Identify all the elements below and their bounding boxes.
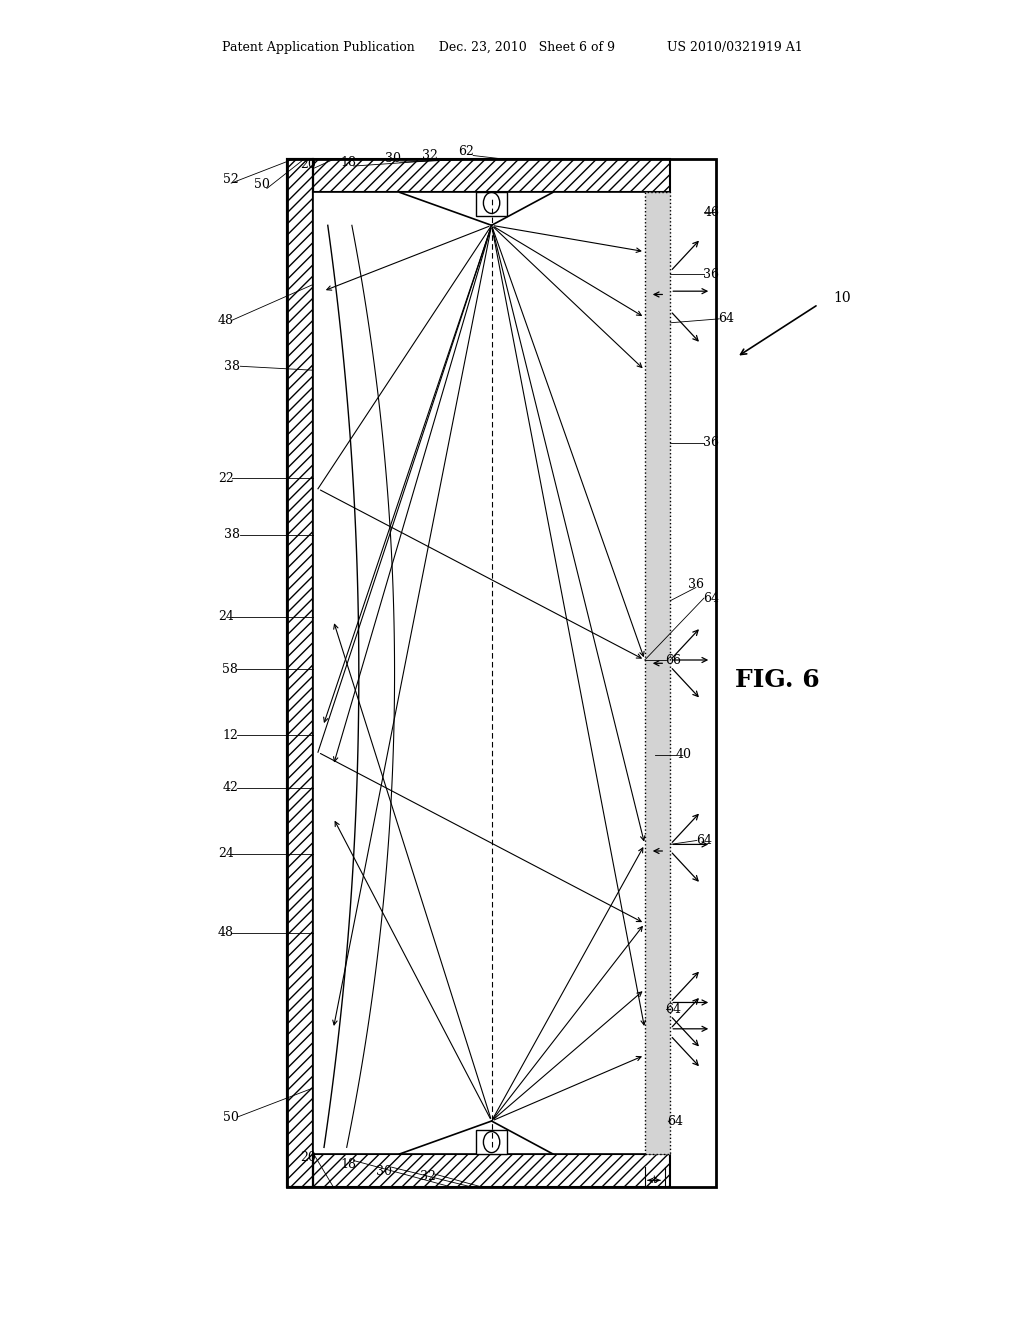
- Text: 38: 38: [224, 528, 241, 541]
- Text: 10: 10: [834, 290, 851, 305]
- Text: 64: 64: [696, 834, 712, 847]
- Text: 20: 20: [300, 1151, 315, 1164]
- Text: 18: 18: [341, 1158, 356, 1171]
- Text: 48: 48: [218, 314, 234, 326]
- Text: 30: 30: [385, 152, 400, 165]
- Text: 20: 20: [300, 158, 315, 172]
- Text: 62: 62: [458, 145, 474, 158]
- Text: FIG. 6: FIG. 6: [735, 668, 820, 692]
- Bar: [645, 193, 671, 1154]
- Text: 66: 66: [666, 653, 681, 667]
- Text: 64: 64: [666, 1003, 681, 1015]
- Text: 48: 48: [218, 927, 234, 939]
- Bar: [313, 1154, 671, 1187]
- Bar: [288, 160, 313, 1187]
- Text: 64: 64: [668, 1114, 683, 1127]
- Text: 30: 30: [377, 1164, 392, 1177]
- Text: 24: 24: [218, 847, 234, 861]
- Bar: [476, 1130, 507, 1154]
- Text: 58: 58: [222, 663, 239, 676]
- Text: 50: 50: [223, 1110, 239, 1123]
- Text: 36: 36: [703, 268, 719, 281]
- Text: 12: 12: [222, 729, 239, 742]
- Text: 64: 64: [703, 591, 719, 605]
- Text: 46: 46: [703, 206, 719, 219]
- Text: 64: 64: [719, 313, 734, 325]
- Text: 38: 38: [224, 360, 241, 372]
- Text: 52: 52: [223, 173, 239, 186]
- Text: 50: 50: [254, 178, 269, 191]
- Text: 40: 40: [676, 748, 691, 762]
- Text: 36: 36: [703, 436, 719, 449]
- Text: 24: 24: [218, 610, 234, 623]
- Bar: [288, 160, 716, 1187]
- Text: 18: 18: [341, 156, 356, 169]
- Text: 32: 32: [422, 149, 438, 162]
- Text: 36: 36: [688, 578, 703, 591]
- Text: t: t: [653, 1175, 657, 1185]
- Bar: [313, 160, 671, 193]
- Bar: [476, 193, 507, 216]
- Text: 42: 42: [222, 781, 239, 795]
- Text: Patent Application Publication      Dec. 23, 2010   Sheet 6 of 9             US : Patent Application Publication Dec. 23, …: [221, 41, 803, 54]
- Bar: [313, 193, 650, 1154]
- Text: 22: 22: [218, 471, 233, 484]
- Text: 32: 32: [420, 1170, 436, 1183]
